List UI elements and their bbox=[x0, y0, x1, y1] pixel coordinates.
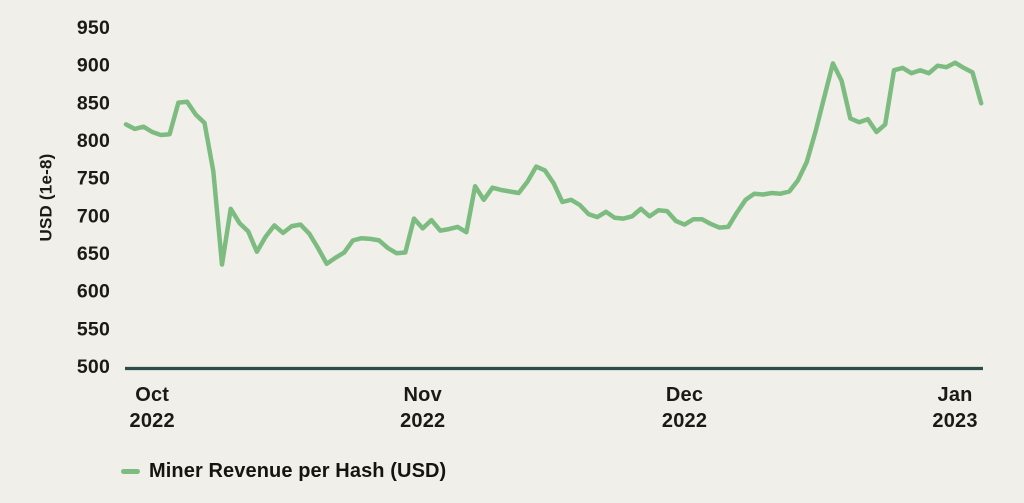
x-axis-tick-year: 2022 bbox=[130, 410, 175, 432]
x-axis-tick-year: 2022 bbox=[400, 410, 445, 432]
x-axis-tick-month: Oct bbox=[135, 384, 169, 406]
x-axis-tick-month: Nov bbox=[404, 384, 443, 406]
y-axis-tick-label: 650 bbox=[77, 243, 110, 265]
y-axis-tick-label: 550 bbox=[77, 318, 110, 340]
miner-revenue-line-series[interactable] bbox=[123, 60, 984, 267]
legend[interactable]: Miner Revenue per Hash (USD) bbox=[121, 460, 446, 483]
y-axis-tick-label: 500 bbox=[77, 356, 110, 378]
y-axis-tick-label: 600 bbox=[77, 281, 110, 303]
legend-label: Miner Revenue per Hash (USD) bbox=[149, 460, 447, 482]
legend-line-swatch bbox=[121, 469, 140, 474]
x-axis-tick-month: Dec bbox=[666, 384, 703, 406]
x-axis-tick-year: 2022 bbox=[662, 410, 707, 432]
x-axis-tick-year: 2023 bbox=[932, 410, 977, 432]
y-axis-tick-label: 700 bbox=[77, 205, 110, 227]
y-axis-tick-label: 950 bbox=[77, 17, 110, 39]
y-axis-tick-label: 900 bbox=[77, 55, 110, 77]
x-axis-tick-month: Jan bbox=[938, 384, 973, 406]
y-axis-tick-label: 750 bbox=[77, 168, 110, 190]
y-axis-tick-label: 800 bbox=[77, 130, 110, 152]
y-axis-tick-label: 850 bbox=[77, 92, 110, 114]
